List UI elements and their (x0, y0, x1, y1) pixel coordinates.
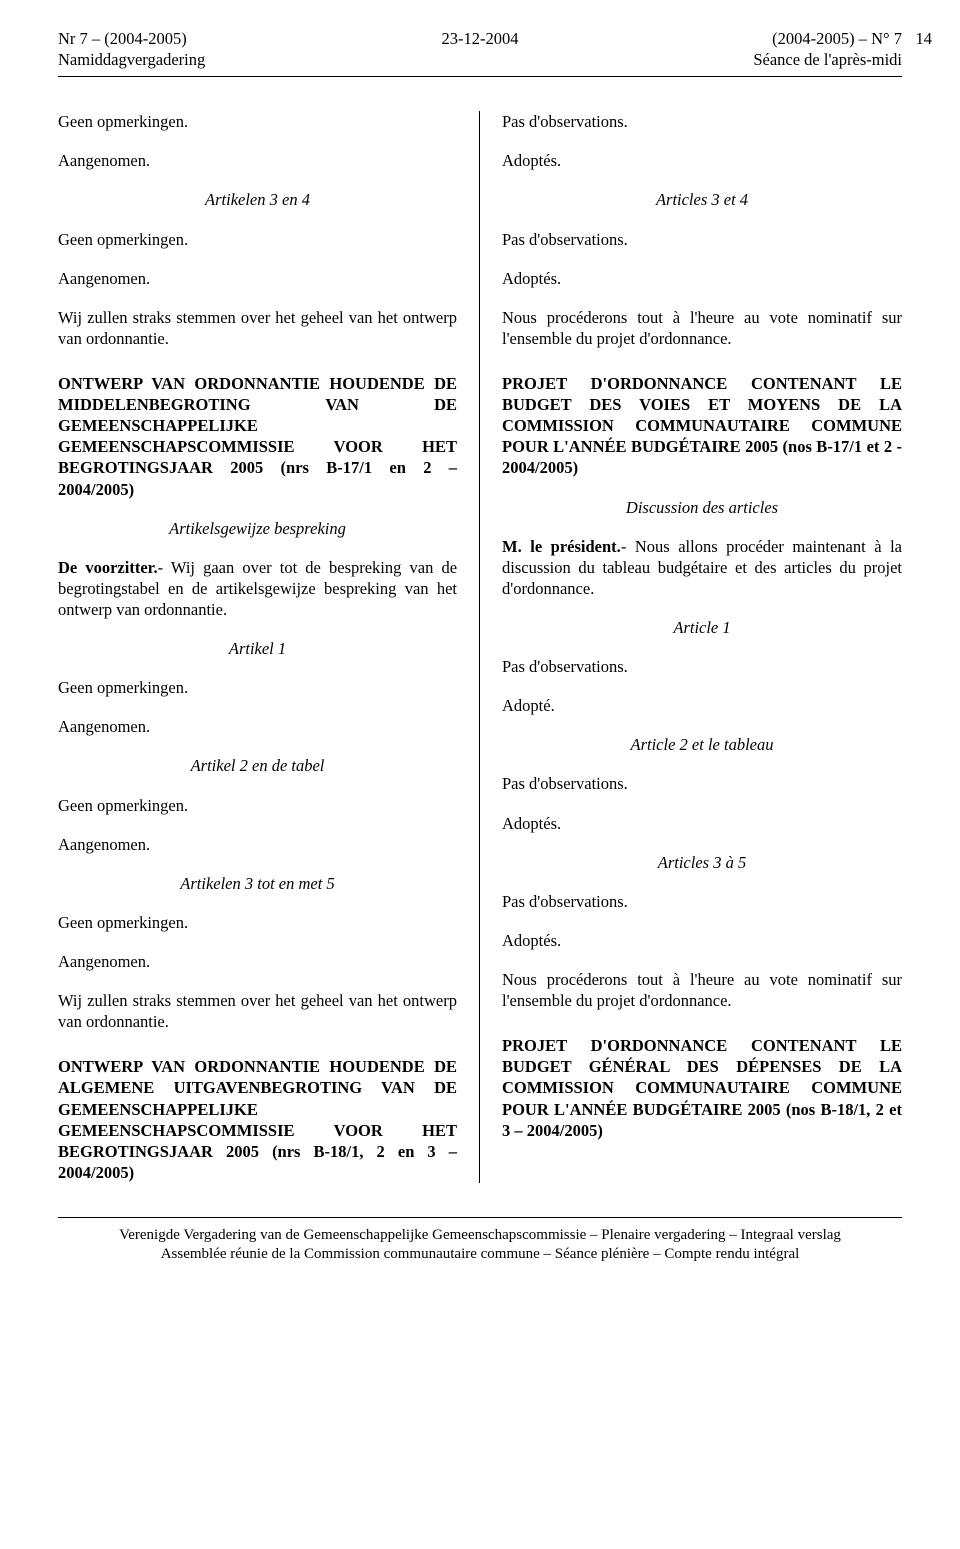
body-text: Adopté. (502, 695, 902, 716)
section-title: PROJET D'ORDONNANCE CONTENANT LE BUDGET … (502, 373, 902, 479)
subheading: Artikelen 3 tot en met 5 (58, 873, 457, 894)
body-text: Wij zullen straks stemmen over het gehee… (58, 307, 457, 349)
subheading: Discussion des articles (502, 497, 902, 518)
body-text: Adoptés. (502, 150, 902, 171)
footer-rule (58, 1217, 902, 1218)
subheading: Artikelsgewijze bespreking (58, 518, 457, 539)
body-text: Pas d'observations. (502, 229, 902, 250)
subheading: Article 2 et le tableau (502, 734, 902, 755)
body-text: Aangenomen. (58, 834, 457, 855)
subheading: Articles 3 et 4 (502, 189, 902, 210)
body-text: M. le président.- Nous allons procéder m… (502, 536, 902, 599)
body-text: Pas d'observations. (502, 111, 902, 132)
header-doc-number-fr: (2004-2005) – N° 7 (772, 29, 902, 48)
column-nl: Geen opmerkingen. Aangenomen. Artikelen … (58, 111, 480, 1183)
subheading: Artikelen 3 en 4 (58, 189, 457, 210)
body-text: Geen opmerkingen. (58, 229, 457, 250)
body-text: Nous procéderons tout à l'heure au vote … (502, 969, 902, 1011)
header-date: 23-12-2004 (362, 28, 598, 70)
body-text: Adoptés. (502, 813, 902, 834)
page-number: 14 (916, 28, 933, 49)
column-fr: Pas d'observations. Adoptés. Articles 3 … (480, 111, 902, 1183)
body-text: Geen opmerkingen. (58, 912, 457, 933)
body-text: Geen opmerkingen. (58, 677, 457, 698)
subheading: Article 1 (502, 617, 902, 638)
body-text: Adoptés. (502, 930, 902, 951)
body-text: Pas d'observations. (502, 656, 902, 677)
page-header: Nr 7 – (2004-2005) Namiddagvergadering 2… (58, 28, 902, 70)
body-text: Geen opmerkingen. (58, 795, 457, 816)
body-text: Adoptés. (502, 268, 902, 289)
body-text: Pas d'observations. (502, 891, 902, 912)
body-text: De voorzitter.- Wij gaan over tot de bes… (58, 557, 457, 620)
section-title: PROJET D'ORDONNANCE CONTENANT LE BUDGET … (502, 1035, 902, 1141)
header-rule (58, 76, 902, 77)
section-title: ONTWERP VAN ORDONNANTIE HOUDENDE DE MIDD… (58, 373, 457, 500)
subheading: Artikel 1 (58, 638, 457, 659)
header-session-fr: Séance de l'après-midi (598, 49, 902, 70)
body-text: Nous procéderons tout à l'heure au vote … (502, 307, 902, 349)
subheading: Artikel 2 en de tabel (58, 755, 457, 776)
header-doc-number-nl: Nr 7 – (2004-2005) (58, 28, 362, 49)
body-text: Aangenomen. (58, 951, 457, 972)
subheading: Articles 3 à 5 (502, 852, 902, 873)
body-text: Aangenomen. (58, 150, 457, 171)
footer-line-nl: Verenigde Vergadering van de Gemeenschap… (58, 1226, 902, 1245)
page-footer: Verenigde Vergadering van de Gemeenschap… (58, 1226, 902, 1264)
footer-line-fr: Assemblée réunie de la Commission commun… (58, 1245, 902, 1264)
header-session-nl: Namiddagvergadering (58, 49, 362, 70)
body-text: Aangenomen. (58, 716, 457, 737)
main-columns: Geen opmerkingen. Aangenomen. Artikelen … (58, 111, 902, 1183)
body-text: Aangenomen. (58, 268, 457, 289)
section-title: ONTWERP VAN ORDONNANTIE HOUDENDE DE ALGE… (58, 1056, 457, 1183)
body-text: Wij zullen straks stemmen over het gehee… (58, 990, 457, 1032)
speaker-name: M. le président. (502, 537, 621, 556)
speaker-name: De voorzitter. (58, 558, 158, 577)
body-text: Pas d'observations. (502, 773, 902, 794)
body-text: Geen opmerkingen. (58, 111, 457, 132)
header-left: Nr 7 – (2004-2005) Namiddagvergadering (58, 28, 362, 70)
header-right: (2004-2005) – N° 714 Séance de l'après-m… (598, 28, 902, 70)
